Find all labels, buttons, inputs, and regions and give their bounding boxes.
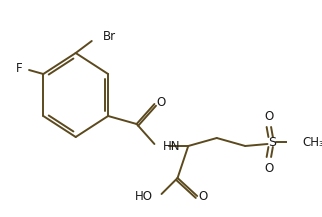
Text: O: O	[156, 97, 165, 110]
Text: Br: Br	[102, 30, 116, 43]
Text: CH₃: CH₃	[302, 135, 322, 148]
Text: F: F	[16, 62, 23, 76]
Text: HO: HO	[135, 191, 153, 204]
Text: O: O	[265, 110, 274, 123]
Text: O: O	[265, 161, 274, 174]
Text: HN: HN	[162, 140, 180, 153]
Text: O: O	[198, 191, 207, 204]
Text: S: S	[268, 135, 276, 148]
